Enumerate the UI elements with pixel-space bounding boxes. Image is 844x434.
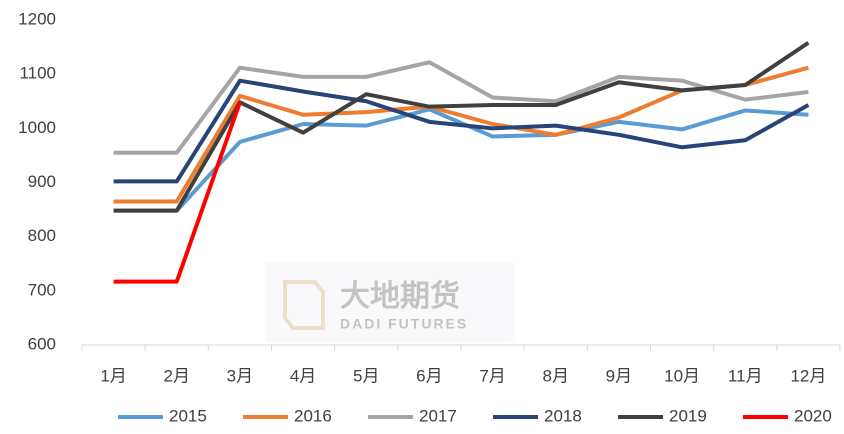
watermark-bg [265, 262, 515, 342]
y-tick-label: 1200 [18, 9, 56, 28]
y-tick-label: 700 [28, 280, 56, 299]
legend-label: 2016 [294, 406, 332, 425]
x-tick-label: 9月 [606, 366, 632, 385]
x-tick-label: 5月 [353, 366, 379, 385]
series-line [113, 60, 809, 155]
x-tick-label: 11月 [728, 366, 763, 385]
watermark-subtitle: DADI FUTURES [340, 316, 468, 332]
legend-label: 2020 [794, 406, 832, 425]
y-tick-label: 600 [28, 334, 56, 353]
x-tick-label: 4月 [290, 366, 316, 385]
watermark: 大地期货 DADI FUTURES [265, 262, 515, 342]
y-tick-label: 1100 [19, 64, 56, 83]
y-tick-label: 1000 [18, 118, 56, 137]
x-tick-label: 6月 [416, 366, 442, 385]
x-tick-label: 1月 [100, 366, 126, 385]
x-tick-label: 12月 [790, 366, 826, 385]
y-tick-label: 800 [28, 226, 56, 245]
legend-label: 2017 [419, 406, 457, 425]
x-tick-label: 3月 [227, 366, 253, 385]
legend-label: 2018 [544, 406, 582, 425]
legend-label: 2019 [669, 406, 707, 425]
x-tick-label: 8月 [543, 366, 569, 385]
x-tick-label: 7月 [479, 366, 505, 385]
legend-label: 2015 [169, 406, 207, 425]
y-tick-label: 900 [28, 172, 56, 191]
x-tick-label: 10月 [664, 366, 700, 385]
x-tick-label: 2月 [164, 366, 190, 385]
watermark-logo [283, 280, 325, 330]
series-line [113, 107, 809, 213]
series-line [113, 78, 810, 184]
watermark-title: 大地期货 [340, 279, 460, 313]
series-line [113, 101, 242, 284]
series-line [113, 41, 810, 213]
